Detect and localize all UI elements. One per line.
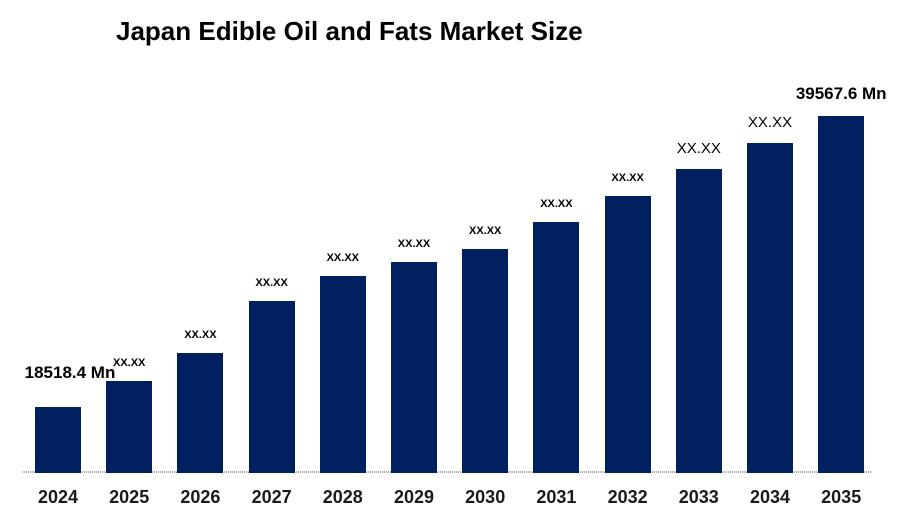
chart-title: Japan Edible Oil and Fats Market Size: [116, 16, 583, 46]
x-tick-label-2026: 2026: [180, 487, 221, 507]
x-tick-label-2033: 2033: [678, 487, 719, 507]
x-tick-label-2031: 2031: [536, 487, 577, 507]
bar-2033: [675, 169, 722, 473]
bar-2027: [248, 301, 295, 473]
bar-2034: [747, 143, 793, 473]
bar-2024: [35, 407, 81, 473]
bar-2031: [533, 222, 580, 473]
bar-value-label-2028: XX.XX: [326, 252, 359, 264]
bar-2030: [462, 249, 509, 473]
bar-value-label-2024: 18518.4 Mn: [24, 363, 116, 382]
bar-2029: [391, 262, 437, 473]
x-axis-line: [22, 471, 872, 473]
x-tick-label-2034: 2034: [749, 487, 791, 507]
bar-2028: [319, 276, 366, 473]
bar-2035: [818, 116, 865, 473]
bar-value-label-2029: XX.XX: [397, 238, 431, 250]
bar-2025: [106, 381, 153, 473]
bar-value-label-2035: 39567.6 Mn: [795, 84, 887, 103]
bar-value-label-2031: XX.XX: [540, 198, 573, 210]
x-tick-label-2032: 2032: [607, 487, 648, 507]
bar-value-label-2027: XX.XX: [255, 277, 288, 289]
x-tick-label-2030: 2030: [465, 487, 506, 507]
x-tick-label-2025: 2025: [109, 487, 150, 507]
bar-value-label-2033: XX.XX: [676, 140, 721, 157]
x-tick-label-2029: 2029: [393, 487, 435, 507]
bar-value-label-2030: XX.XX: [468, 225, 502, 237]
x-tick-label-2024: 2024: [37, 487, 79, 507]
bar-2026: [177, 353, 224, 473]
x-tick-label-2027: 2027: [251, 487, 292, 507]
bar-value-label-2034: XX.XX: [747, 114, 793, 131]
bar-value-label-2026: XX.XX: [184, 329, 217, 341]
bar-value-label-2032: XX.XX: [611, 172, 644, 184]
x-tick-label-2035: 2035: [821, 487, 862, 507]
bar-value-label-2025: XX.XX: [112, 357, 146, 369]
x-tick-label-2028: 2028: [322, 487, 363, 507]
bar-2032: [604, 196, 651, 473]
